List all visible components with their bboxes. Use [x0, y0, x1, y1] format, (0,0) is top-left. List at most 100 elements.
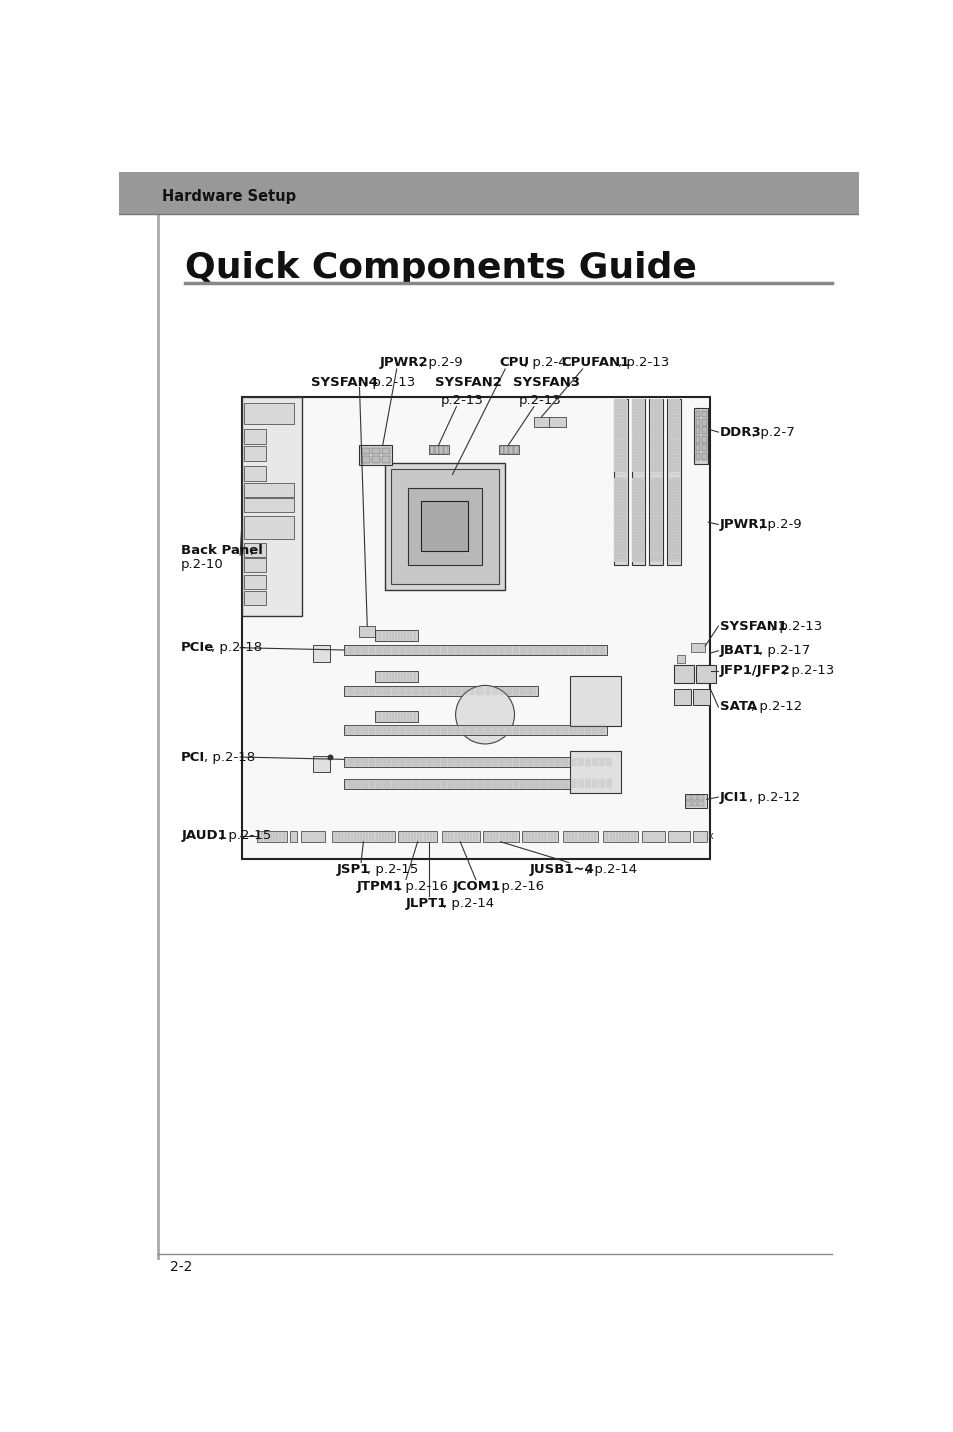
Bar: [649, 400, 662, 564]
Bar: [667, 477, 679, 563]
Text: SYSFAN2: SYSFAN2: [435, 375, 501, 388]
Bar: [375, 670, 417, 682]
Text: , p.2-14: , p.2-14: [443, 898, 494, 911]
Text: , p.2-12: , p.2-12: [750, 700, 801, 713]
Text: JAUD1: JAUD1: [181, 829, 227, 842]
Bar: [513, 445, 517, 454]
Bar: [632, 400, 644, 473]
Bar: [602, 831, 638, 842]
Text: , p.2-16: , p.2-16: [396, 881, 447, 894]
Bar: [441, 831, 480, 842]
Text: , p.2-4: , p.2-4: [523, 357, 566, 369]
Bar: [692, 689, 709, 705]
Bar: [549, 417, 566, 428]
Text: JBAT1: JBAT1: [720, 644, 761, 657]
Text: , p.2-9: , p.2-9: [419, 357, 462, 369]
Bar: [332, 831, 395, 842]
Bar: [241, 397, 302, 616]
Text: SYSFAN1: SYSFAN1: [720, 620, 786, 633]
Bar: [562, 831, 598, 842]
Bar: [385, 463, 505, 590]
Bar: [631, 400, 645, 564]
Text: , p.2-9: , p.2-9: [758, 518, 801, 531]
Bar: [674, 689, 691, 705]
Bar: [534, 417, 550, 428]
Bar: [695, 420, 700, 425]
Text: , p.2-13: , p.2-13: [770, 620, 821, 633]
Bar: [667, 400, 679, 473]
Text: CPU: CPU: [498, 357, 529, 369]
Bar: [429, 445, 449, 454]
Bar: [695, 411, 700, 418]
Text: p.2-13: p.2-13: [518, 394, 561, 407]
Text: JCI1: JCI1: [720, 790, 747, 803]
Bar: [570, 676, 620, 726]
Bar: [498, 445, 518, 454]
Bar: [614, 400, 626, 473]
Bar: [649, 400, 661, 473]
Text: Hardware Setup: Hardware Setup: [162, 189, 295, 203]
Text: JPWR2: JPWR2: [379, 357, 428, 369]
Bar: [685, 800, 691, 806]
Bar: [244, 402, 294, 424]
Text: JUSB1~4: JUSB1~4: [530, 863, 594, 876]
Text: JPWR1: JPWR1: [720, 518, 768, 531]
Text: Quick Components Guide: Quick Components Guide: [185, 251, 697, 285]
Bar: [667, 831, 689, 842]
Bar: [695, 664, 716, 683]
Circle shape: [456, 686, 514, 745]
Text: , p.2-7: , p.2-7: [752, 425, 795, 438]
Text: PCI: PCI: [181, 750, 205, 763]
Text: p.2-13: p.2-13: [440, 394, 483, 407]
Bar: [244, 430, 266, 444]
Text: x: x: [707, 832, 713, 842]
Text: , p.2-17: , p.2-17: [758, 644, 809, 657]
Bar: [694, 408, 707, 464]
Bar: [257, 831, 286, 842]
Bar: [244, 483, 294, 497]
Bar: [244, 516, 294, 538]
Text: JTPM1: JTPM1: [356, 881, 402, 894]
Bar: [698, 800, 703, 806]
Bar: [499, 445, 503, 454]
Bar: [290, 831, 297, 842]
Bar: [666, 400, 680, 564]
Bar: [344, 779, 615, 789]
Bar: [407, 487, 481, 564]
Text: , p.2-14: , p.2-14: [585, 863, 637, 876]
Bar: [677, 656, 684, 663]
Bar: [443, 445, 447, 454]
Bar: [430, 445, 434, 454]
Bar: [701, 411, 706, 418]
Text: , p.2-18: , p.2-18: [204, 750, 255, 763]
Bar: [244, 465, 266, 481]
Bar: [361, 455, 369, 463]
Text: , p.2-13: , p.2-13: [782, 664, 834, 677]
Bar: [613, 400, 627, 564]
Bar: [381, 455, 390, 463]
Bar: [698, 795, 703, 800]
Text: , p.2-15: , p.2-15: [220, 829, 271, 842]
Text: , p.2-13: , p.2-13: [364, 375, 415, 388]
Bar: [241, 397, 709, 859]
Bar: [344, 758, 615, 768]
Bar: [695, 428, 700, 434]
Text: SYSFAN4: SYSFAN4: [311, 375, 378, 388]
Text: p.2-10: p.2-10: [181, 558, 224, 571]
Text: SATA: SATA: [720, 700, 757, 713]
Bar: [649, 477, 661, 563]
Bar: [509, 445, 513, 454]
Text: , p.2-12: , p.2-12: [748, 790, 800, 803]
Bar: [439, 445, 443, 454]
Bar: [344, 686, 537, 696]
Text: Back Panel: Back Panel: [181, 544, 263, 557]
Bar: [244, 543, 266, 557]
Text: JLPT1: JLPT1: [406, 898, 447, 911]
Bar: [391, 470, 498, 584]
Text: , p.2-13: , p.2-13: [618, 357, 669, 369]
Bar: [375, 710, 417, 722]
Text: 2-2: 2-2: [170, 1260, 192, 1274]
Bar: [483, 831, 518, 842]
Bar: [695, 453, 700, 460]
Bar: [244, 558, 266, 573]
